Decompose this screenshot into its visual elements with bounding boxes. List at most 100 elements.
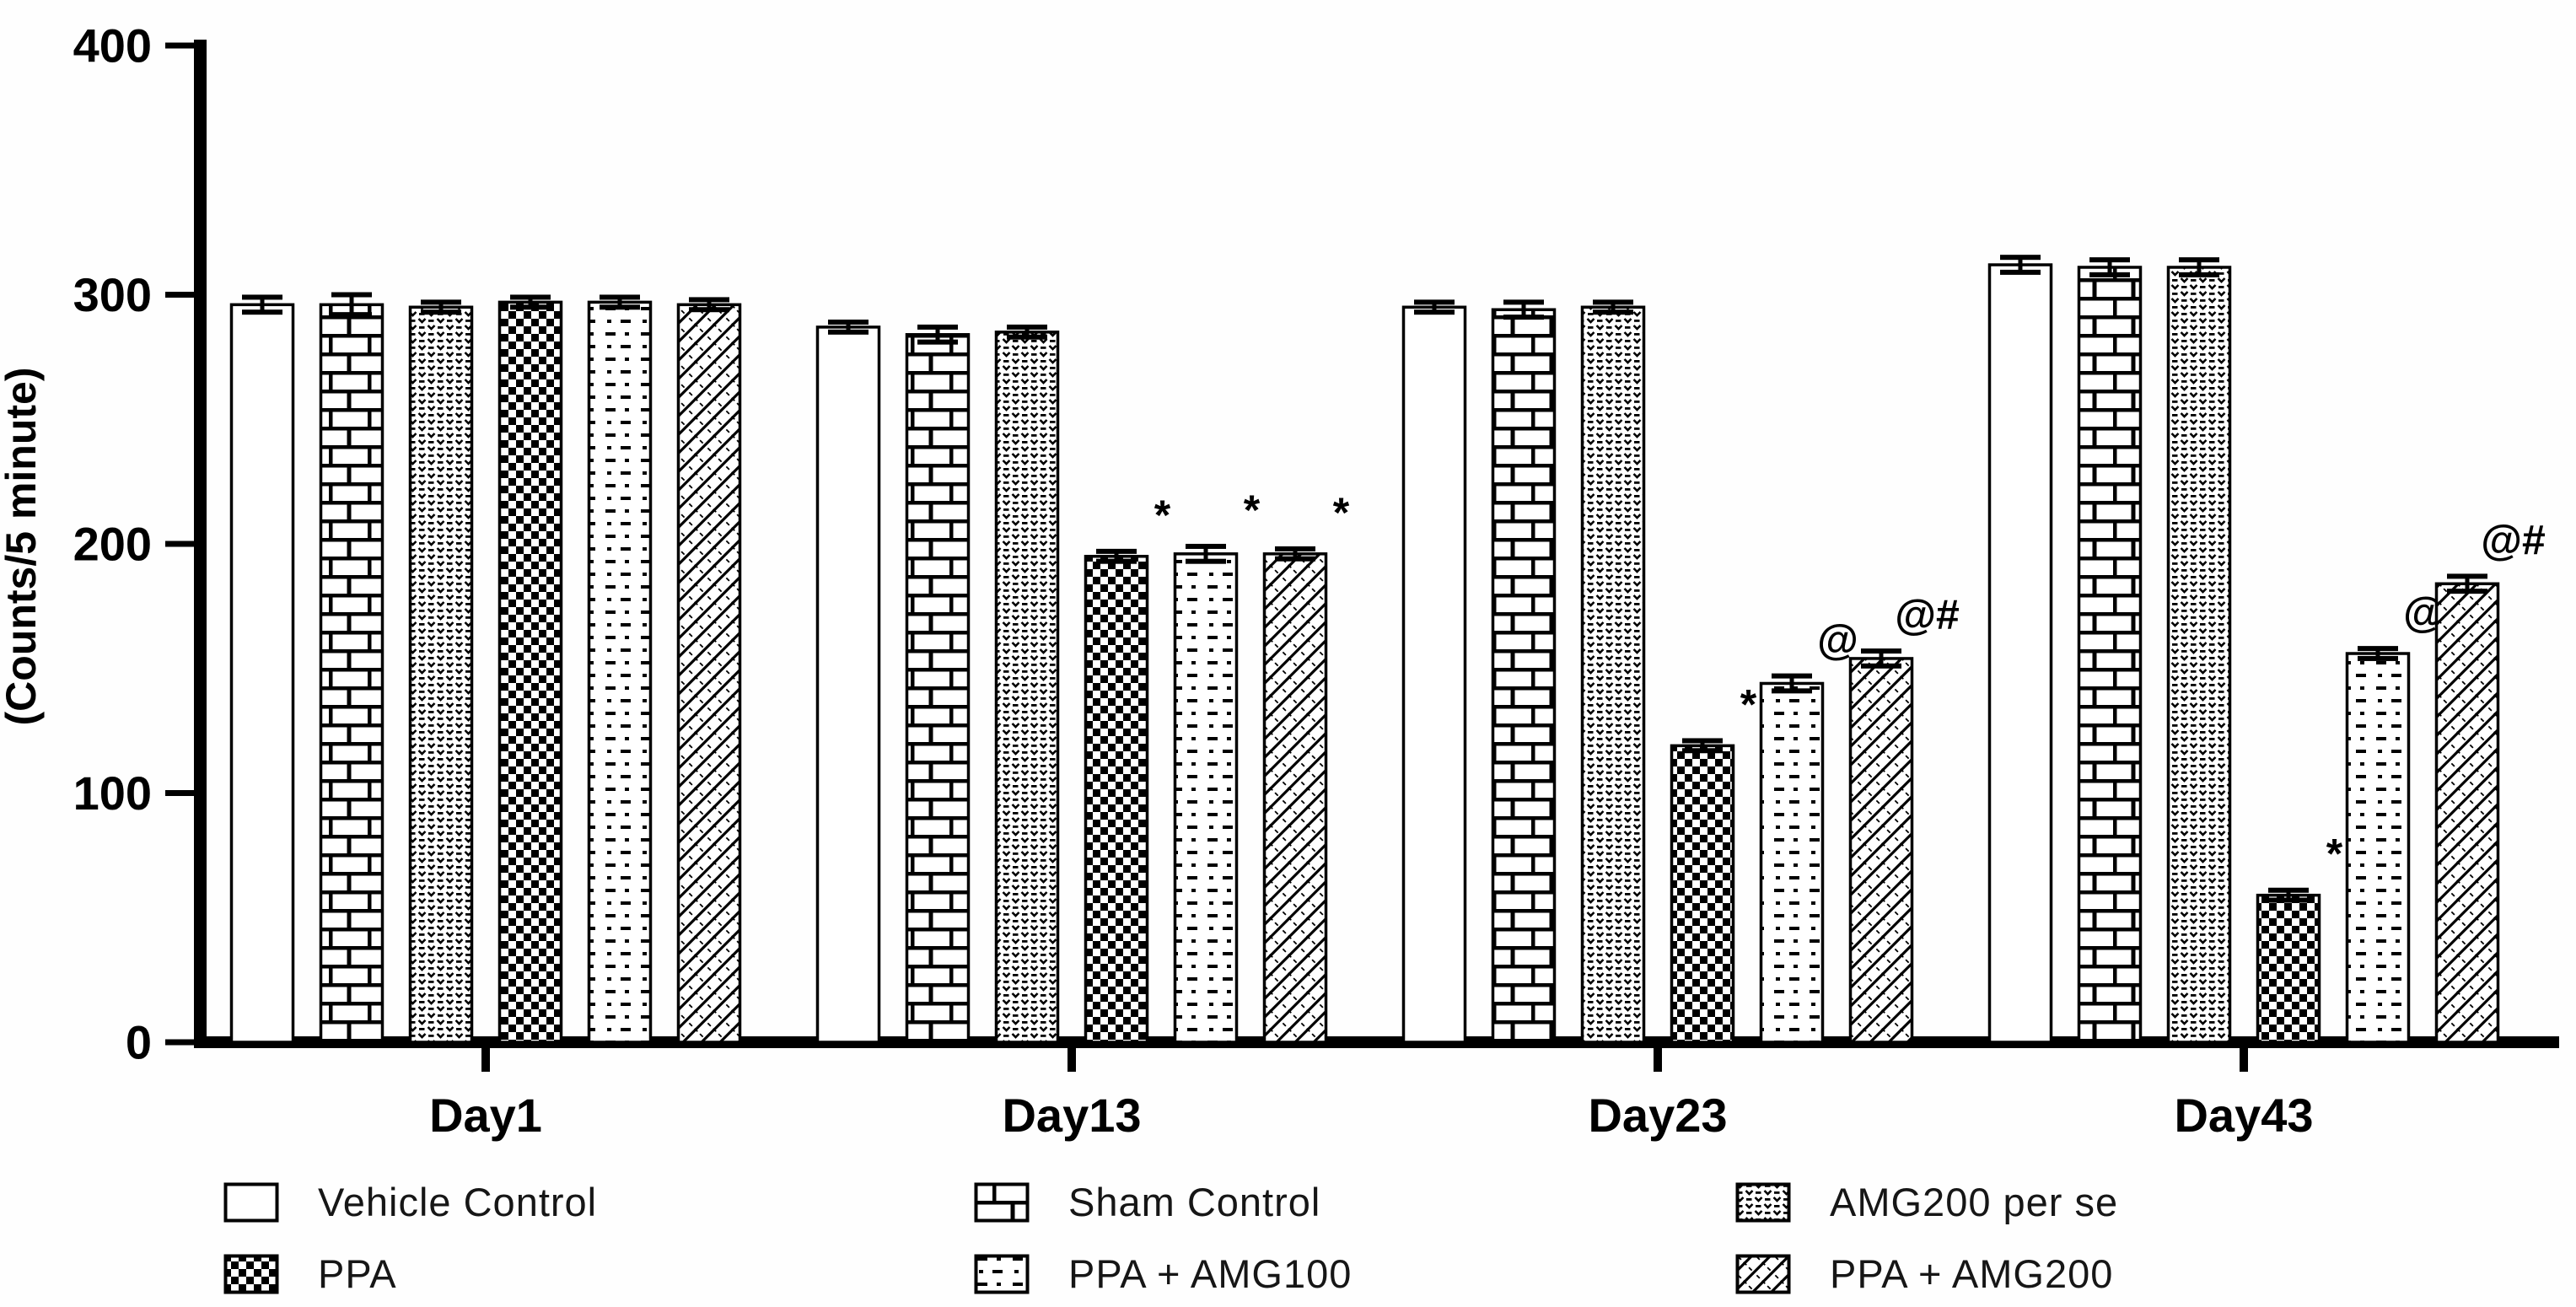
error-cap-bottom-day23-ppa-amg100 <box>1772 688 1812 694</box>
x-tick-day43 <box>2240 1048 2248 1072</box>
error-line-day13-ppa <box>1114 551 1119 562</box>
error-line-day13-amg200-per-se <box>1024 326 1030 337</box>
error-cap-top-day1-vehicle-control <box>242 294 282 300</box>
y-tick-label-400: 400 <box>73 19 152 73</box>
error-cap-bottom-day23-vehicle-control <box>1414 309 1455 315</box>
bar-day1-ppa-amg200 <box>676 303 742 1044</box>
error-cap-bottom-day23-ppa-amg200 <box>1861 663 1901 669</box>
error-cap-bottom-day1-vehicle-control <box>242 309 282 315</box>
error-line-day1-ppa-amg200 <box>707 299 712 310</box>
x-category-label-day43: Day43 <box>2174 1089 2313 1142</box>
error-cap-top-day13-ppa-amg200 <box>1275 546 1315 551</box>
error-cap-bottom-day13-ppa-amg200 <box>1275 556 1315 562</box>
error-cap-bottom-day23-sham-control <box>1503 315 1544 320</box>
bar-day1-sham-control <box>319 303 385 1044</box>
significance-marker-day23-ppa-amg200: @# <box>1895 591 1960 638</box>
error-cap-bottom-day43-sham-control <box>2089 272 2130 277</box>
bar-day43-ppa <box>2256 893 2321 1044</box>
error-cap-top-day13-sham-control <box>917 324 958 330</box>
error-cap-top-day1-amg200-per-se <box>421 299 461 305</box>
error-cap-bottom-day43-ppa <box>2268 897 2309 903</box>
error-cap-top-day1-sham-control <box>331 292 372 298</box>
error-cap-top-day23-ppa-amg200 <box>1861 648 1901 654</box>
bar-day43-vehicle-control <box>1987 263 2053 1044</box>
y-axis-line <box>194 40 207 1048</box>
error-cap-top-day43-ppa-amg200 <box>2447 573 2487 579</box>
bar-day23-ppa-amg200 <box>1848 657 1914 1044</box>
x-tick-day13 <box>1068 1048 1076 1072</box>
y-tick-label-300: 300 <box>73 268 152 321</box>
error-cap-top-day1-ppa <box>510 294 551 300</box>
bar-day23-vehicle-control <box>1401 305 1467 1044</box>
error-cap-top-day13-vehicle-control <box>828 320 869 325</box>
error-line-day13-ppa-amg100 <box>1203 546 1208 562</box>
error-cap-top-day13-ppa-amg100 <box>1186 543 1226 549</box>
significance-marker-day13-ppa: * <box>1154 492 1171 539</box>
y-tick-400 <box>165 42 194 49</box>
error-line-day13-sham-control <box>935 326 940 342</box>
error-line-day1-vehicle-control <box>260 297 265 313</box>
error-cap-bottom-day23-ppa <box>1682 748 1723 754</box>
bar-day1-ppa-amg100 <box>587 300 653 1044</box>
bar-day23-ppa-amg100 <box>1759 681 1825 1044</box>
significance-marker-day23-ppa: * <box>1740 680 1757 728</box>
error-line-day43-ppa-amg200 <box>2465 576 2470 592</box>
error-cap-top-day43-amg200-per-se <box>2179 257 2219 263</box>
error-line-day23-vehicle-control <box>1432 302 1437 313</box>
error-cap-top-day23-ppa <box>1682 738 1723 744</box>
bar-day13-amg200-per-se <box>994 331 1060 1044</box>
error-line-day23-ppa <box>1700 740 1705 751</box>
error-cap-top-day43-ppa <box>2268 887 2309 893</box>
error-line-day13-ppa-amg200 <box>1293 548 1298 559</box>
bar-day13-ppa-amg200 <box>1262 552 1328 1044</box>
significance-marker-day43-ppa: * <box>2326 831 2343 878</box>
error-line-day43-sham-control <box>2107 260 2112 275</box>
error-line-day43-vehicle-control <box>2018 257 2023 272</box>
bar-day13-sham-control <box>905 333 971 1044</box>
error-cap-top-day43-ppa-amg100 <box>2358 646 2398 652</box>
bar-day43-ppa-amg200 <box>2434 582 2500 1044</box>
x-category-label-day1: Day1 <box>429 1089 542 1142</box>
error-cap-top-day23-amg200-per-se <box>1593 299 1633 305</box>
error-cap-top-day1-ppa-amg100 <box>600 294 640 300</box>
y-tick-0 <box>165 1039 194 1046</box>
error-line-day1-ppa-amg100 <box>617 297 622 308</box>
error-line-day43-ppa <box>2286 890 2291 901</box>
error-cap-bottom-day1-sham-control <box>331 312 372 318</box>
error-line-day1-ppa <box>528 297 533 308</box>
error-line-day43-amg200-per-se <box>2197 260 2202 275</box>
error-cap-bottom-day43-ppa-amg100 <box>2358 655 2398 661</box>
bar-day1-vehicle-control <box>229 303 295 1044</box>
error-cap-top-day1-ppa-amg200 <box>689 297 729 303</box>
significance-marker-day43-ppa-amg200: @# <box>2481 516 2546 563</box>
y-tick-label-0: 0 <box>126 1016 152 1069</box>
x-category-label-day13: Day13 <box>1002 1089 1141 1142</box>
error-cap-bottom-day13-amg200-per-se <box>1007 334 1047 340</box>
y-tick-label-200: 200 <box>73 518 152 571</box>
bar-day43-amg200-per-se <box>2166 266 2232 1044</box>
significance-marker-day13-ppa-amg100: * <box>1244 487 1261 534</box>
bar-day43-sham-control <box>2077 266 2143 1044</box>
error-cap-bottom-day1-ppa-amg200 <box>689 307 729 313</box>
bar-day23-sham-control <box>1491 308 1557 1044</box>
error-line-day23-amg200-per-se <box>1611 302 1616 313</box>
bar-day1-amg200-per-se <box>408 305 474 1044</box>
y-tick-300 <box>165 292 194 298</box>
bar-day13-ppa <box>1084 555 1149 1044</box>
bar-day13-ppa-amg100 <box>1173 552 1239 1044</box>
error-cap-top-day13-ppa <box>1096 548 1137 554</box>
bar-day1-ppa <box>497 300 563 1044</box>
error-cap-top-day23-vehicle-control <box>1414 299 1455 305</box>
error-cap-bottom-day13-vehicle-control <box>828 329 869 335</box>
significance-marker-day23-ppa-amg100: @ <box>1817 616 1858 664</box>
error-cap-top-day43-vehicle-control <box>2000 255 2041 261</box>
error-line-day23-sham-control <box>1521 302 1526 318</box>
y-tick-100 <box>165 790 194 796</box>
error-line-day13-vehicle-control <box>846 322 851 332</box>
error-cap-bottom-day13-sham-control <box>917 339 958 345</box>
x-tick-day1 <box>481 1048 490 1072</box>
significance-marker-day13-ppa-amg200: * <box>1333 489 1350 536</box>
y-axis-title: (Counts/5 minute) <box>0 368 45 726</box>
